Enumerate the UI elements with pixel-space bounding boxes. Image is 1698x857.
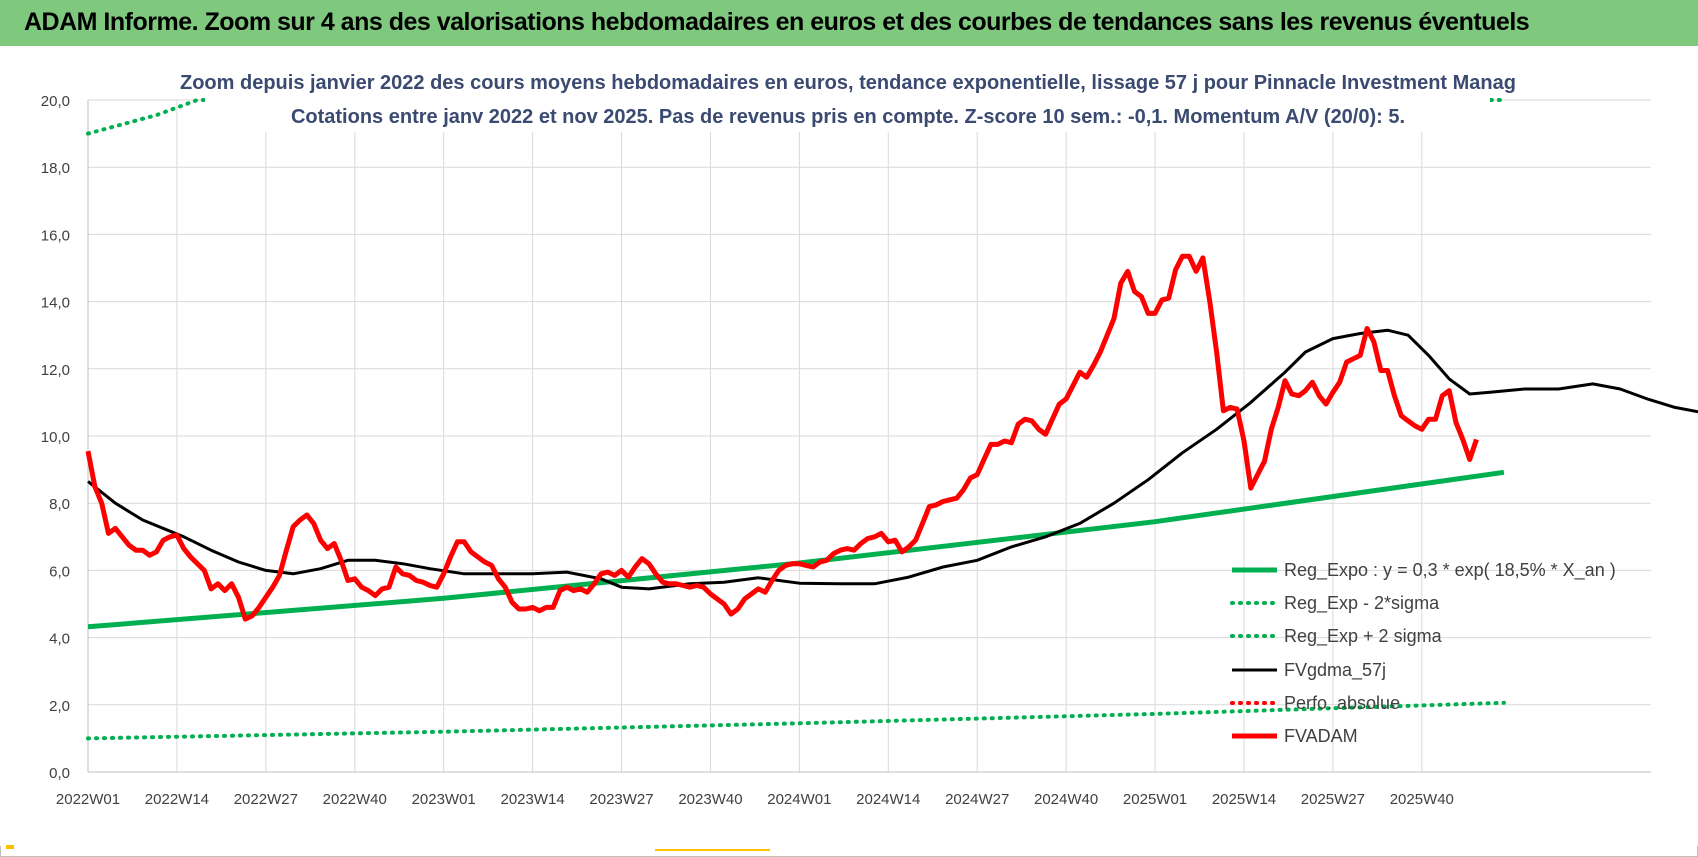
- x-tick-label: 2022W40: [323, 791, 387, 808]
- series-line-1: [86, 700, 1506, 741]
- legend-label: FVgdma_57j: [1284, 660, 1386, 681]
- report-banner: ADAM Informe. Zoom sur 4 ans des valoris…: [0, 0, 1698, 46]
- y-tick-label: 2,0: [49, 698, 70, 715]
- legend-label: Perfo. absolue: [1284, 693, 1400, 713]
- title-backdrop: [205, 66, 1490, 132]
- x-tick-label: 2023W14: [500, 791, 564, 808]
- y-tick-label: 12,0: [41, 362, 70, 379]
- x-tick-label: 2023W27: [589, 791, 653, 808]
- y-tick-label: 8,0: [49, 496, 70, 513]
- chart: 0,0 2,0 4,0 6,0 8,0 10,0 12,0 14,0 16,0 18,0 20,0 2…: [0, 46, 1698, 846]
- series-line-3: [87, 328, 1698, 591]
- y-tick-label: 0,0: [49, 765, 70, 782]
- legend-label: Reg_Exp - 2*sigma: [1284, 593, 1440, 614]
- x-tick-label: 2022W27: [234, 791, 298, 808]
- y-tick-label: 18,0: [41, 160, 70, 177]
- y-tick-label: 16,0: [41, 227, 70, 244]
- x-tick-label: 2025W14: [1212, 791, 1276, 808]
- legend-label: FVADAM: [1284, 726, 1358, 746]
- x-tick-label: 2024W40: [1034, 791, 1098, 808]
- x-tick-label: 2025W01: [1123, 791, 1187, 808]
- legend-label: Reg_Expo : y = 0,3 * exp( 18,5% * X_an ): [1284, 560, 1616, 581]
- chart-subtitle: Cotations entre janv 2022 et nov 2025. P…: [291, 106, 1405, 128]
- x-tick-label: 2023W01: [412, 791, 476, 808]
- x-tick-label: 2022W01: [56, 791, 120, 808]
- y-tick-label: 14,0: [41, 295, 70, 312]
- corner-mark-left: [6, 845, 14, 849]
- y-tick-label: 4,0: [49, 631, 70, 648]
- x-tick-label: 2025W40: [1390, 791, 1454, 808]
- x-tick-label: 2025W27: [1301, 791, 1365, 808]
- axes: 0,0 2,0 4,0 6,0 8,0 10,0 12,0 14,0 16,0 18,0 20,0 2…: [41, 93, 1651, 808]
- corner-mark-middle: [655, 849, 770, 851]
- legend-label: Reg_Exp + 2 sigma: [1284, 626, 1443, 647]
- chart-title: Zoom depuis janvier 2022 des cours moyen…: [180, 72, 1516, 94]
- x-tick-label: 2023W40: [678, 791, 742, 808]
- series-line-5: [85, 253, 1479, 622]
- x-tick-label: 2022W14: [145, 791, 209, 808]
- y-tick-label: 6,0: [49, 563, 70, 580]
- y-tick-label: 20,0: [41, 93, 70, 110]
- x-tick-label: 2024W01: [767, 791, 831, 808]
- banner-title: ADAM Informe. Zoom sur 4 ans des valoris…: [24, 8, 1530, 36]
- x-tick-label: 2024W14: [856, 791, 920, 808]
- y-tick-label: 10,0: [41, 429, 70, 446]
- legend: Reg_Expo : y = 0,3 * exp( 18,5% * X_an )…: [1230, 560, 1616, 746]
- plot-background: [0, 46, 1698, 846]
- x-tick-label: 2024W27: [945, 791, 1009, 808]
